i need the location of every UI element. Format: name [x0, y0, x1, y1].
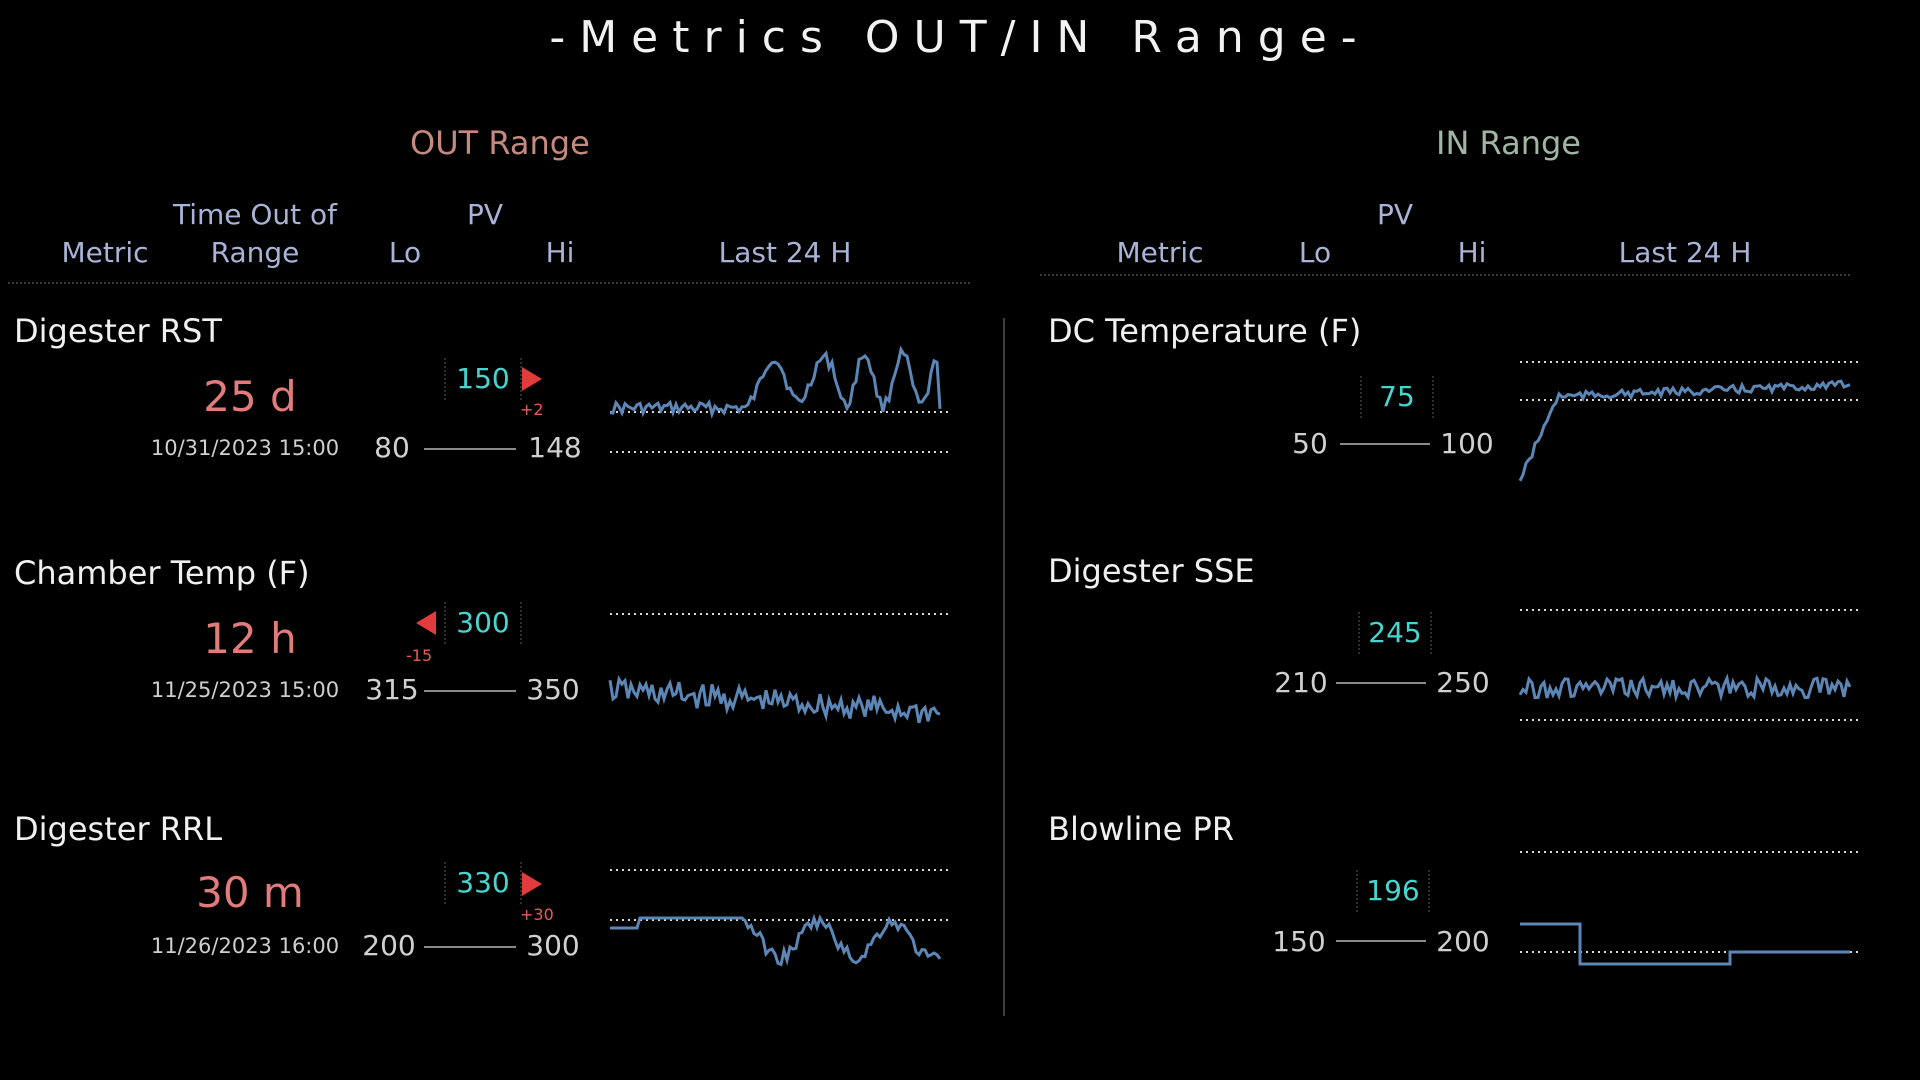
out-header-divider	[8, 282, 970, 284]
page-title: -Metrics OUT/IN Range-	[549, 12, 1371, 63]
out-row-1-pv: 150	[444, 358, 522, 400]
in-header-metric: Metric	[1116, 236, 1204, 269]
in-header-divider	[1040, 274, 1850, 276]
out-header-hi: Hi	[545, 236, 575, 269]
out-row-3-sparkline	[610, 869, 950, 967]
in-row-1-range-line	[1340, 443, 1430, 445]
out-row-1-time: 25 d	[203, 372, 297, 421]
sparkline-trend	[609, 345, 942, 419]
out-row-2-date: 11/25/2023 15:00	[150, 678, 340, 702]
out-row-3-lo: 200	[362, 929, 416, 962]
out-header-lo: Lo	[388, 236, 422, 269]
in-row-2-pv: 245	[1358, 612, 1432, 654]
in-row-2-hi: 250	[1436, 666, 1490, 699]
in-header-last24: Last 24 H	[1618, 236, 1752, 269]
out-row-2-left-arrow-icon	[416, 611, 436, 635]
in-row-1-hi: 100	[1440, 427, 1494, 460]
out-row-3-hi: 300	[526, 929, 580, 962]
in-row-2-sparkline	[1518, 609, 1860, 721]
section-divider	[1003, 318, 1005, 1016]
sparkline-trend	[1518, 673, 1852, 703]
out-row-2-sparkline	[608, 613, 950, 724]
sparkline-trend	[1520, 922, 1850, 966]
in-header-hi: Hi	[1457, 236, 1487, 269]
out-row-2-metric: Chamber Temp (F)	[14, 554, 310, 592]
out-row-3-time: 30 m	[196, 868, 304, 917]
out-row-1-metric: Digester RST	[14, 312, 222, 350]
in-row-3-lo: 150	[1272, 925, 1326, 958]
out-row-1-range-line	[424, 448, 516, 450]
in-row-1-lo: 50	[1292, 427, 1328, 460]
in-row-3-range-line	[1336, 940, 1426, 942]
out-header-metric: Metric	[61, 236, 149, 269]
out-header-time: Time Out of Range	[172, 198, 338, 269]
out-row-2-pv: 300	[444, 602, 522, 644]
out-row-1-date: 10/31/2023 15:00	[150, 436, 340, 460]
in-row-2-metric: Digester SSE	[1048, 552, 1255, 590]
sparkline-trend	[1518, 379, 1851, 482]
in-row-3-hi: 200	[1436, 925, 1490, 958]
in-row-1-metric: DC Temperature (F)	[1048, 312, 1362, 350]
out-row-3-delta: +30	[520, 905, 554, 924]
out-row-1-sparkline	[609, 345, 950, 453]
out-row-2-range-line	[424, 690, 516, 692]
out-row-1-delta: +2	[520, 400, 544, 419]
out-row-2-lo: 315	[365, 673, 419, 706]
in-range-title: IN Range	[1436, 124, 1581, 162]
out-row-2-hi: 350	[526, 673, 580, 706]
out-row-2-delta: -15	[406, 646, 433, 665]
out-header-pv: PV	[466, 198, 504, 231]
out-range-title: OUT Range	[410, 124, 590, 162]
sparkline-trend	[608, 675, 941, 724]
out-header-last24: Last 24 H	[718, 236, 852, 269]
out-row-1-lo: 80	[374, 431, 410, 464]
in-row-2-lo: 210	[1274, 666, 1328, 699]
out-row-2-time: 12 h	[203, 614, 297, 663]
in-row-3-pv: 196	[1356, 870, 1430, 912]
in-header-lo: Lo	[1298, 236, 1332, 269]
in-row-2-range-line	[1336, 682, 1426, 684]
out-row-3-range-line	[424, 946, 516, 948]
out-row-1-hi: 148	[528, 431, 582, 464]
out-row-1-right-arrow-icon	[522, 367, 542, 391]
sparkline-trend	[610, 913, 942, 967]
in-row-1-pv: 75	[1360, 376, 1434, 418]
in-row-3-metric: Blowline PR	[1048, 810, 1235, 848]
in-row-1-sparkline	[1518, 361, 1860, 482]
out-row-3-metric: Digester RRL	[14, 810, 223, 848]
in-header-pv: PV	[1376, 198, 1414, 231]
out-row-3-pv: 330	[444, 862, 522, 904]
out-row-3-right-arrow-icon	[522, 872, 542, 896]
out-row-3-date: 11/26/2023 16:00	[150, 934, 340, 958]
in-row-3-sparkline	[1520, 851, 1860, 966]
